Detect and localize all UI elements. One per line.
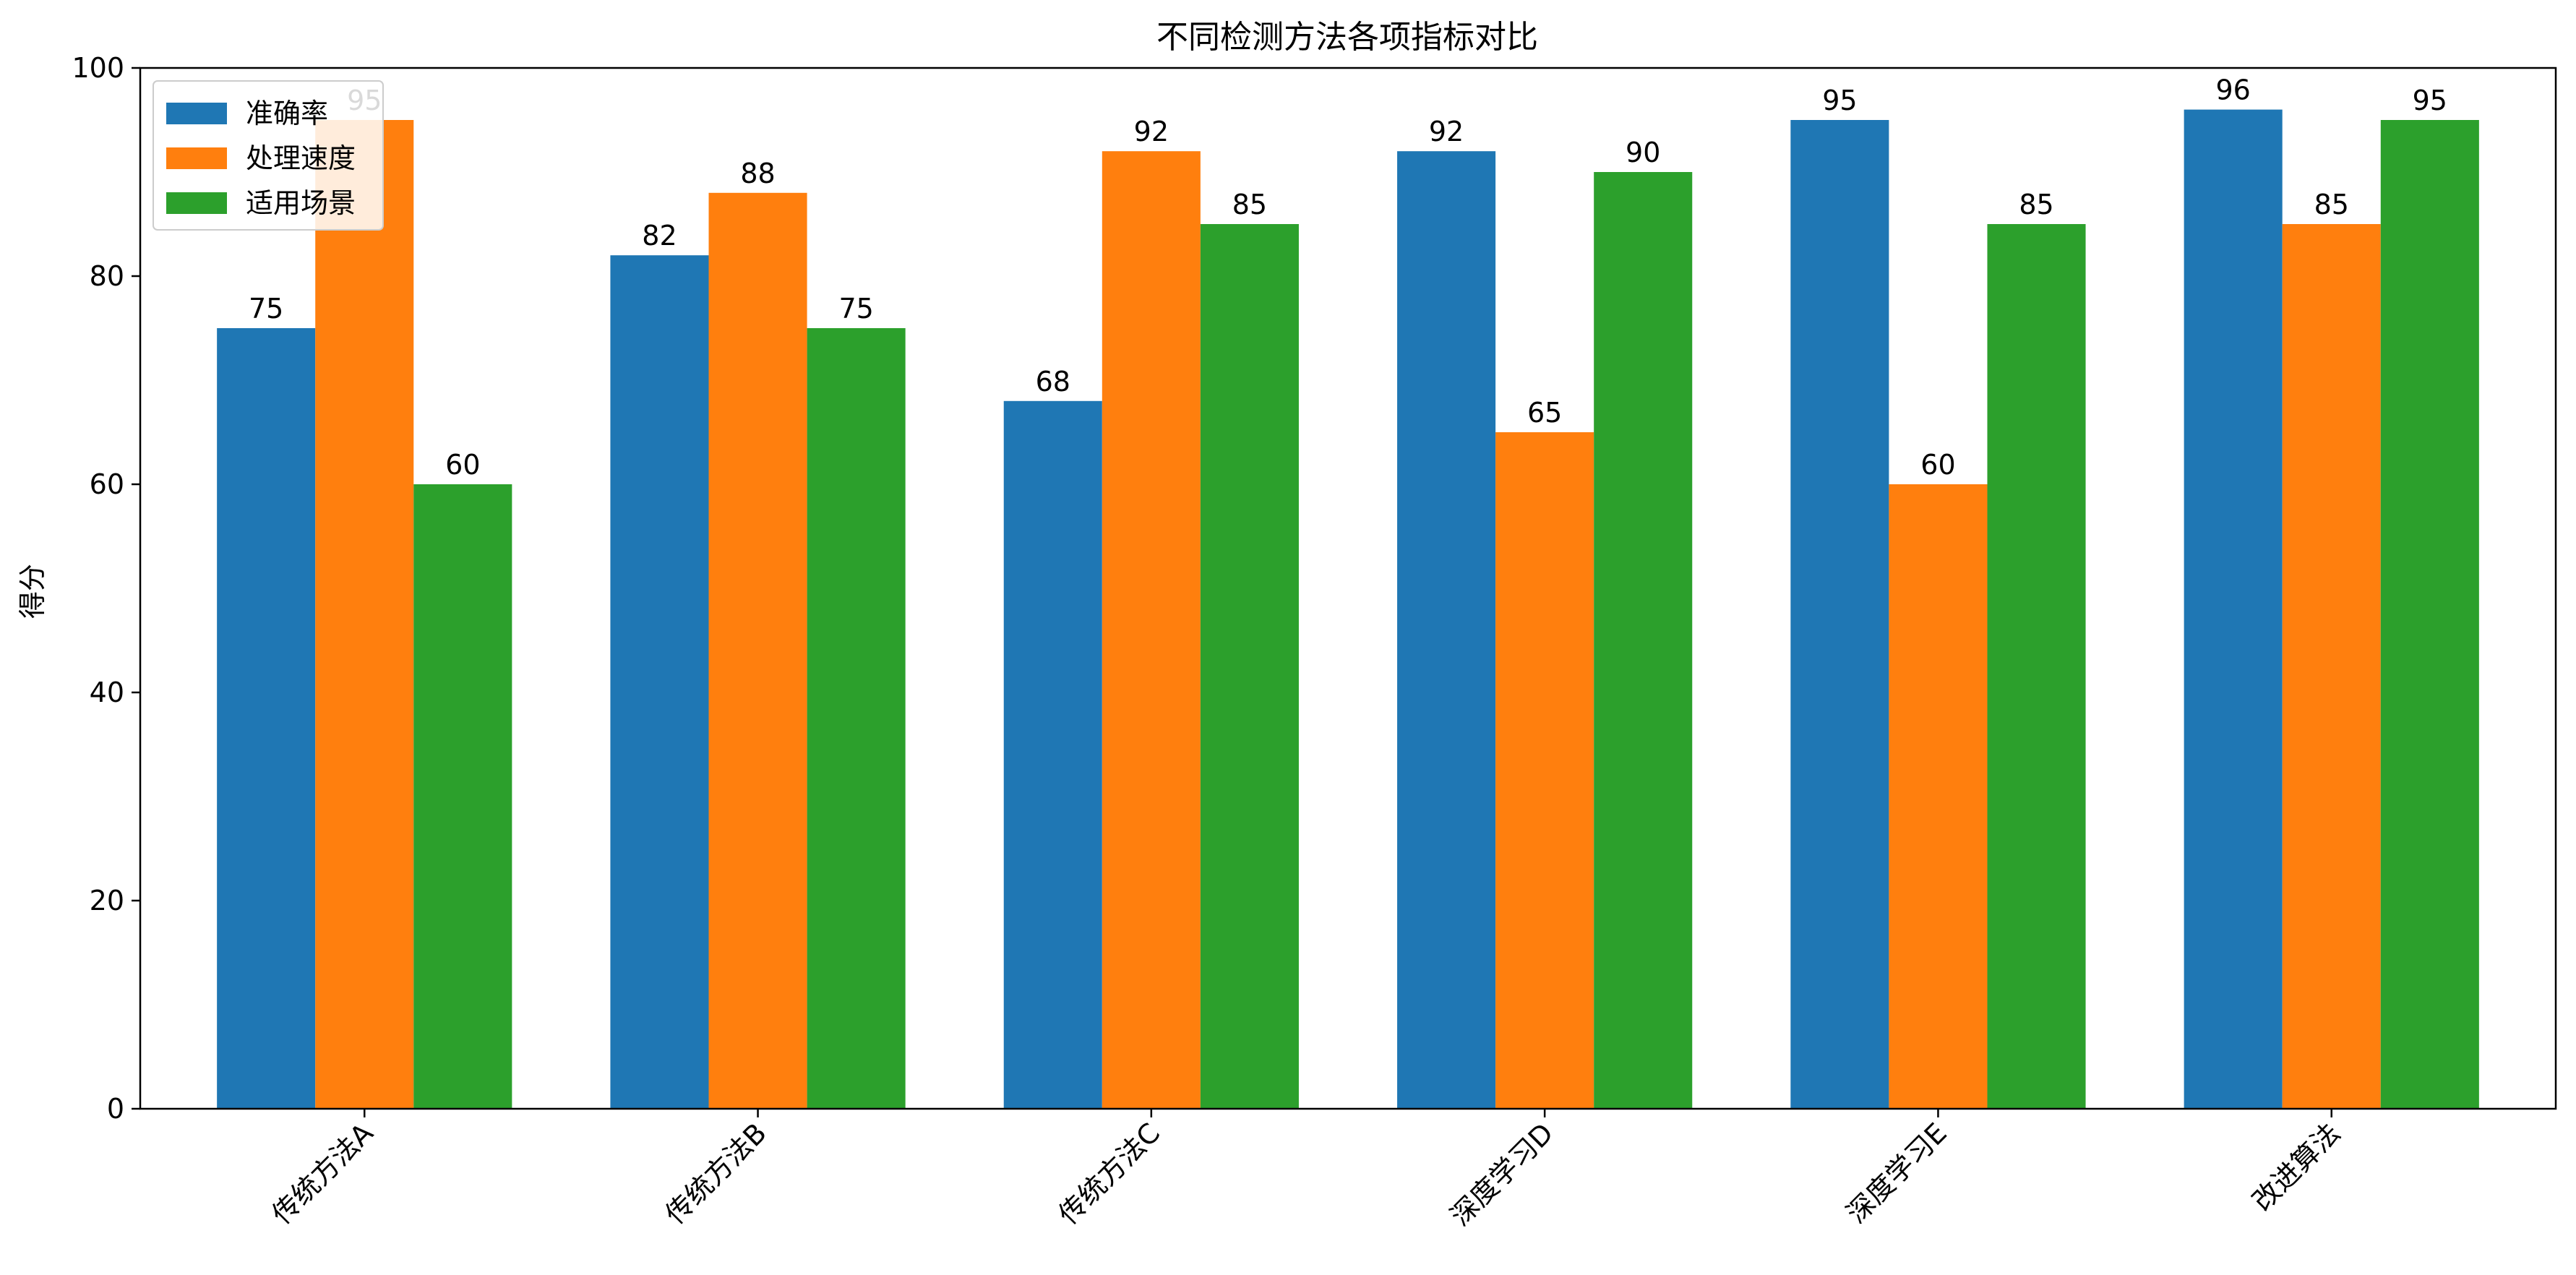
data-label: 85 — [2019, 189, 2053, 220]
bar — [2184, 109, 2283, 1109]
y-tick-label: 0 — [107, 1093, 124, 1125]
data-label: 95 — [2413, 85, 2447, 116]
axes-frame — [139, 66, 2557, 1110]
bar — [413, 484, 512, 1109]
data-label: 96 — [2215, 74, 2250, 106]
bar — [1200, 224, 1299, 1109]
chart-title: 不同检测方法各项指标对比 — [1156, 19, 1538, 56]
y-tick-label: 80 — [90, 260, 124, 292]
legend-label: 准确率 — [246, 98, 328, 129]
legend-label: 处理速度 — [246, 142, 356, 174]
bar — [1889, 484, 1988, 1109]
bar — [2380, 120, 2479, 1109]
bar — [315, 120, 414, 1109]
bar — [1790, 120, 1889, 1109]
bar — [1987, 224, 2086, 1109]
data-label: 82 — [642, 220, 677, 252]
bar — [1102, 151, 1201, 1109]
legend-label: 适用场景 — [246, 187, 356, 219]
y-tick-label: 60 — [90, 468, 124, 500]
y-tick-label: 20 — [90, 885, 124, 916]
bar — [2282, 224, 2381, 1109]
data-label: 95 — [1822, 85, 1857, 116]
data-label: 60 — [445, 449, 480, 481]
bar — [1003, 400, 1102, 1109]
bar — [1594, 172, 1693, 1109]
data-label: 68 — [1036, 366, 1070, 398]
bar — [610, 255, 709, 1109]
bar — [217, 328, 316, 1109]
data-label: 92 — [1134, 116, 1169, 147]
bar — [1397, 151, 1496, 1109]
bar — [708, 192, 807, 1109]
y-axis-label: 得分 — [17, 564, 48, 619]
data-label: 60 — [1920, 449, 1955, 481]
legend-swatch — [166, 103, 227, 124]
data-label: 85 — [2314, 189, 2349, 220]
legend-swatch — [166, 192, 227, 214]
data-label: 88 — [740, 158, 775, 189]
data-label: 75 — [249, 293, 283, 325]
data-label: 90 — [1626, 137, 1660, 168]
y-tick-label: 40 — [90, 677, 124, 708]
bar — [1495, 432, 1594, 1109]
legend-swatch — [166, 147, 227, 169]
data-label: 85 — [1232, 189, 1267, 220]
bar — [807, 328, 906, 1109]
y-tick-label: 100 — [72, 52, 124, 84]
data-label: 92 — [1429, 116, 1464, 147]
data-label: 65 — [1527, 397, 1562, 429]
data-label: 75 — [838, 293, 873, 325]
